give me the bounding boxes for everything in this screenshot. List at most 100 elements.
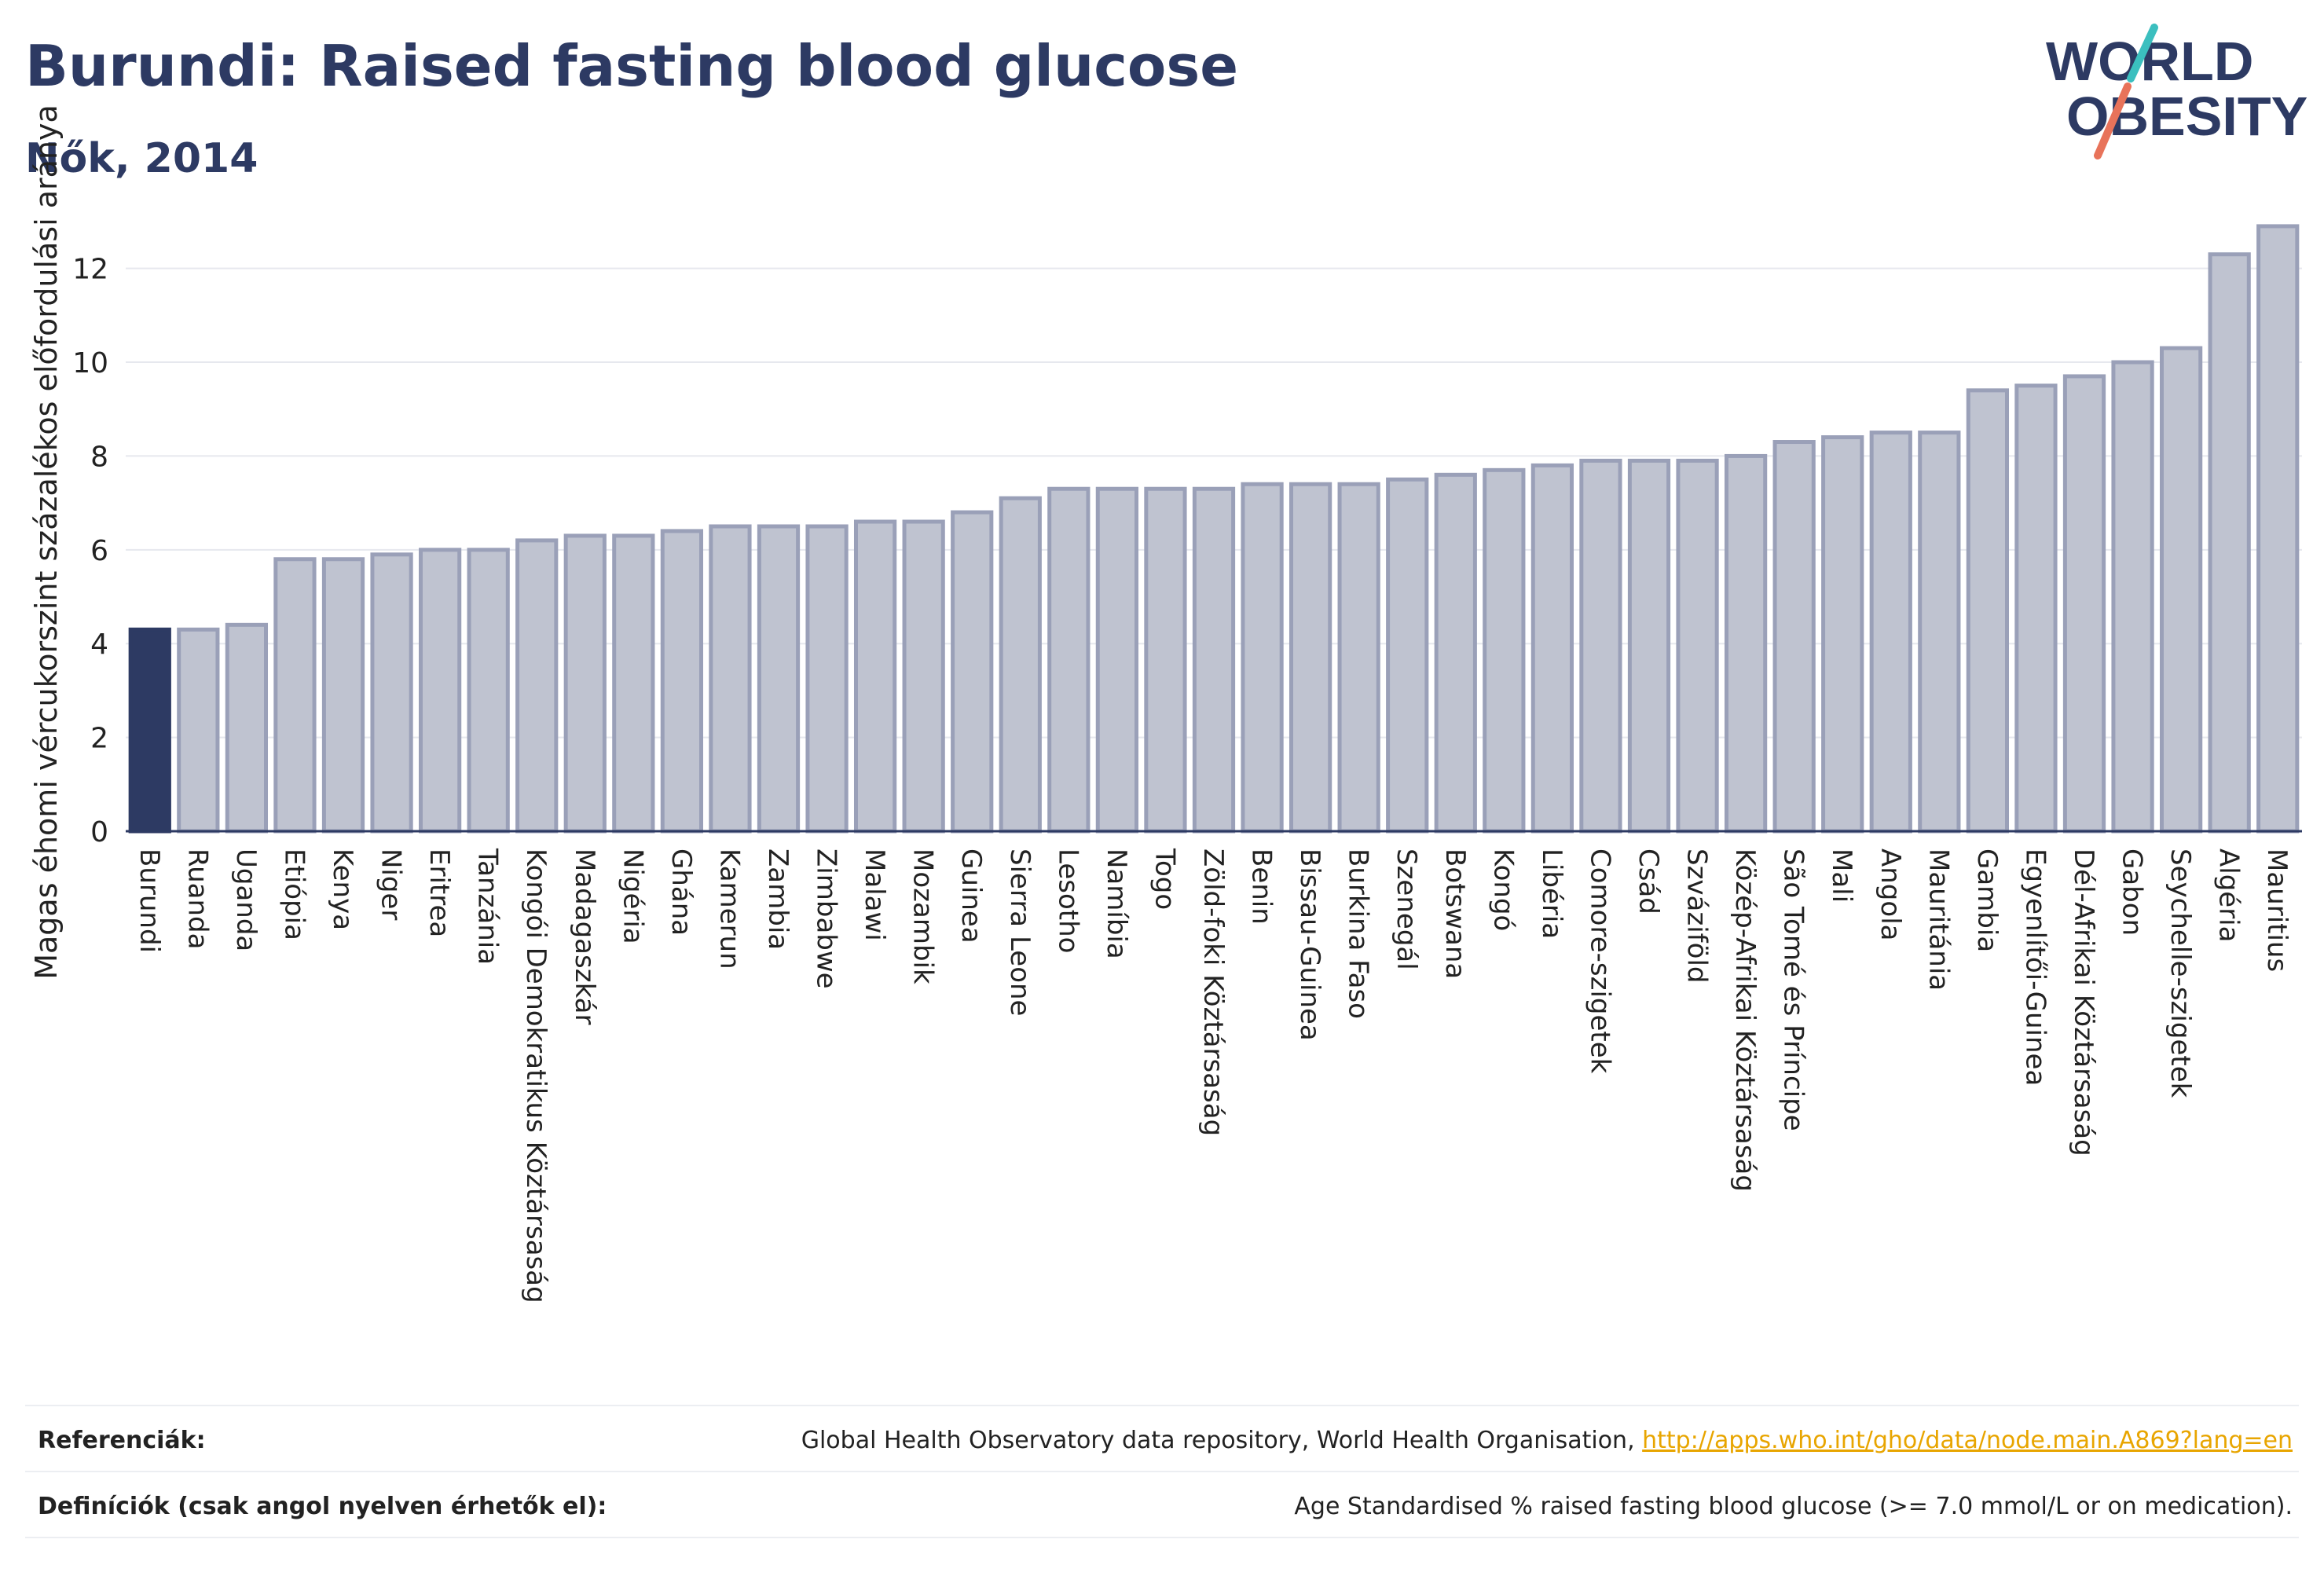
bar	[273, 557, 317, 834]
bar	[902, 519, 945, 834]
bar	[2256, 224, 2300, 834]
bar	[177, 627, 220, 834]
x-tick-label: Namíbia	[1101, 848, 1132, 959]
x-tick-label: Gambia	[1971, 848, 2003, 952]
x-tick-label: Közép-Afrikai Köztársaság	[1729, 848, 1761, 1192]
y-tick-label: 12	[72, 254, 108, 286]
logo-slash-coral	[2094, 82, 2132, 159]
x-tick-label: Lesotho	[1052, 848, 1083, 953]
bar	[999, 496, 1042, 834]
bar	[1095, 486, 1139, 834]
x-tick-label: Comore-szigetek	[1584, 848, 1615, 1074]
x-tick-label: Libéria	[1536, 848, 1567, 939]
bar	[1483, 467, 1526, 834]
bar	[1869, 431, 1912, 834]
x-tick-label: Mozambik	[907, 848, 939, 984]
chart-title: Burundi: Raised fasting blood glucose	[25, 33, 1239, 99]
bar	[805, 524, 849, 834]
x-tick-label: Ghána	[665, 848, 697, 936]
bar	[467, 548, 510, 834]
x-tick-label: Kongói Demokratikus Köztársaság	[520, 848, 552, 1303]
definitions-label: Definíciók (csak angol nyelven érhetők e…	[38, 1493, 607, 1520]
bar	[1530, 463, 1574, 834]
x-tick-label: Tanzánia	[472, 848, 504, 965]
bar	[128, 627, 171, 834]
bar	[2159, 346, 2203, 834]
bar	[1386, 477, 1429, 834]
bar	[660, 529, 704, 834]
y-tick-label: 2	[90, 723, 108, 755]
y-tick-label: 0	[90, 816, 108, 848]
x-tick-label: Zöld-foki Köztársaság	[1197, 848, 1229, 1136]
x-tick-label: Etiópia	[278, 848, 310, 940]
x-tick-label: Niger	[376, 848, 407, 920]
x-tick-label: Ruanda	[181, 848, 213, 949]
bar	[1724, 453, 1768, 834]
bar	[2208, 252, 2251, 834]
references-link[interactable]: http://apps.who.int/gho/data/node.main.A…	[1642, 1427, 2293, 1454]
x-tick-label: Nigéria	[617, 848, 648, 944]
x-tick-label: Egyenlítői-Guinea	[2019, 848, 2051, 1086]
x-tick-label: Bissau-Guinea	[1294, 848, 1325, 1041]
x-tick-label: Eritrea	[423, 848, 455, 937]
x-tick-label: Kenya	[327, 848, 358, 930]
bar	[853, 519, 897, 834]
bar	[1047, 486, 1091, 834]
references-text: Global Health Observatory data repositor…	[801, 1427, 2293, 1454]
x-tick-label: Malawi	[859, 848, 890, 941]
bar	[1966, 388, 2010, 834]
bar	[1821, 435, 1864, 834]
bar	[1627, 458, 1671, 834]
x-tick-label: Csád	[1633, 848, 1664, 914]
x-tick-label: Mauritánia	[1923, 848, 1954, 991]
bar	[370, 552, 413, 834]
x-tick-label: Burkina Faso	[1343, 848, 1374, 1019]
x-tick-label: Mauritius	[2261, 848, 2293, 972]
y-tick-label: 10	[72, 347, 108, 379]
bar	[515, 538, 559, 834]
bar	[563, 533, 607, 834]
bar	[1772, 440, 1816, 834]
y-tick-label: 6	[90, 535, 108, 567]
bar	[709, 524, 752, 834]
x-tick-label: Szváziföld	[1681, 848, 1713, 983]
x-tick-label: Benin	[1246, 848, 1277, 925]
bar	[1241, 482, 1284, 834]
x-tick-label: Zambia	[762, 848, 794, 950]
x-tick-label: Mali	[1826, 848, 1857, 903]
x-tick-label: Dél-Afrikai Köztársaság	[2068, 848, 2099, 1156]
bar	[2062, 374, 2106, 834]
references-label: Referenciák:	[38, 1427, 206, 1454]
x-tick-label: Szenegál	[1391, 848, 1422, 970]
world-obesity-logo: WORLD OBESITY	[2046, 24, 2308, 159]
bar	[757, 524, 801, 834]
x-tick-label: Botswana	[1439, 848, 1471, 979]
x-tick-label: Uganda	[230, 848, 262, 951]
y-tick-label: 8	[90, 441, 108, 473]
bar	[418, 548, 462, 834]
references-source: Global Health Observatory data repositor…	[801, 1427, 1643, 1454]
logo-slash-teal	[2127, 24, 2158, 82]
x-tick-label: Kamerun	[713, 848, 745, 969]
x-tick-label: São Tomé és Príncipe	[1778, 848, 1809, 1131]
x-tick-label: Seychelle-szigetek	[2165, 848, 2196, 1098]
definitions-text: Age Standardised % raised fasting blood …	[1294, 1493, 2293, 1520]
x-tick-label: Madagaszkár	[569, 848, 600, 1024]
x-tick-label: Togo	[1149, 848, 1180, 910]
bar	[1337, 482, 1380, 834]
x-tick-label: Kongó	[1487, 848, 1519, 931]
chart-subtitle: Nők, 2014	[25, 135, 258, 182]
bar	[612, 533, 655, 834]
bar	[1144, 486, 1187, 834]
bar	[1434, 472, 1477, 834]
bar	[321, 557, 365, 834]
y-tick-label: 4	[90, 629, 108, 661]
bar	[2111, 360, 2154, 834]
bar-chart: 0 2 4 6 8 10 12 Burundi Ruanda Uganda Etiópia Kenya…	[29, 104, 2302, 1303]
x-tick-label: Guinea	[955, 848, 987, 944]
y-axis-label: Magas éhomi vércukorszint százalékos elő…	[29, 104, 64, 980]
x-tick-label: Sierra Leone	[1004, 848, 1036, 1016]
bar	[1288, 482, 1332, 834]
bar	[1676, 458, 1719, 834]
bar	[1192, 486, 1236, 834]
